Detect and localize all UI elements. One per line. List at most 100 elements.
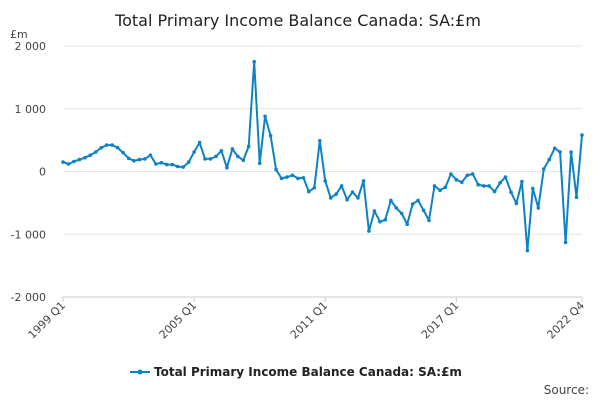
data-point[interactable] bbox=[285, 175, 289, 179]
data-point[interactable] bbox=[192, 150, 196, 154]
data-point[interactable] bbox=[416, 198, 420, 203]
data-point[interactable] bbox=[432, 184, 437, 188]
data-point[interactable] bbox=[449, 172, 453, 176]
data-point[interactable] bbox=[339, 184, 344, 188]
data-point[interactable] bbox=[503, 175, 508, 179]
data-point[interactable] bbox=[99, 145, 103, 150]
data-point[interactable] bbox=[230, 147, 235, 151]
data-point[interactable] bbox=[378, 219, 382, 224]
data-point[interactable] bbox=[159, 160, 164, 165]
data-point[interactable] bbox=[470, 172, 475, 176]
data-point[interactable] bbox=[481, 184, 486, 188]
data-point[interactable] bbox=[241, 158, 246, 162]
data-point[interactable] bbox=[563, 240, 568, 245]
chart-title: Total Primary Income Balance Canada: SA:… bbox=[114, 11, 481, 30]
data-point[interactable] bbox=[580, 133, 584, 137]
data-point[interactable] bbox=[383, 218, 388, 222]
data-point[interactable] bbox=[181, 165, 185, 169]
data-point[interactable] bbox=[236, 154, 240, 159]
data-point[interactable] bbox=[203, 157, 207, 161]
data-point[interactable] bbox=[328, 196, 333, 200]
data-point[interactable] bbox=[219, 149, 224, 153]
data-point[interactable] bbox=[197, 140, 202, 145]
data-point[interactable] bbox=[88, 153, 93, 157]
data-point[interactable] bbox=[301, 176, 306, 180]
data-point[interactable] bbox=[296, 176, 300, 181]
legend[interactable]: Total Primary Income Balance Canada: SA:… bbox=[130, 365, 462, 379]
x-tick-label: 2017 Q1 bbox=[419, 299, 462, 342]
data-point[interactable] bbox=[186, 160, 191, 164]
data-point[interactable] bbox=[542, 167, 546, 171]
data-point[interactable] bbox=[356, 196, 360, 200]
data-point[interactable] bbox=[334, 192, 339, 196]
data-point[interactable] bbox=[476, 182, 481, 187]
data-point[interactable] bbox=[154, 162, 158, 166]
data-point[interactable] bbox=[514, 201, 519, 206]
data-point[interactable] bbox=[252, 59, 256, 64]
data-point[interactable] bbox=[525, 248, 530, 253]
data-point[interactable] bbox=[405, 222, 410, 226]
data-point[interactable] bbox=[175, 164, 180, 169]
source-label: Source: bbox=[544, 383, 589, 397]
data-point[interactable] bbox=[394, 206, 399, 210]
data-point[interactable] bbox=[170, 162, 175, 167]
data-point[interactable] bbox=[465, 173, 470, 178]
data-point[interactable] bbox=[410, 202, 415, 206]
data-point[interactable] bbox=[367, 229, 371, 233]
data-point[interactable] bbox=[531, 186, 535, 191]
data-point[interactable] bbox=[94, 150, 98, 154]
data-point[interactable] bbox=[148, 153, 153, 157]
data-point[interactable] bbox=[110, 143, 114, 147]
data-point[interactable] bbox=[569, 150, 573, 154]
data-point[interactable] bbox=[454, 177, 459, 182]
data-point[interactable] bbox=[372, 209, 377, 213]
data-point[interactable] bbox=[290, 173, 295, 178]
data-point[interactable] bbox=[121, 150, 125, 155]
data-point[interactable] bbox=[558, 150, 562, 154]
data-point[interactable] bbox=[498, 181, 502, 185]
data-point[interactable] bbox=[214, 154, 218, 159]
data-point[interactable] bbox=[487, 184, 491, 188]
data-point[interactable] bbox=[438, 188, 442, 193]
data-point[interactable] bbox=[443, 185, 448, 189]
data-point[interactable] bbox=[115, 145, 120, 150]
data-point[interactable] bbox=[225, 165, 229, 170]
data-point[interactable] bbox=[460, 180, 464, 184]
data-point[interactable] bbox=[246, 144, 251, 149]
data-point[interactable] bbox=[263, 114, 267, 119]
data-point[interactable] bbox=[350, 190, 355, 194]
data-point[interactable] bbox=[274, 167, 278, 172]
data-point[interactable] bbox=[61, 160, 65, 164]
data-point[interactable] bbox=[520, 179, 524, 184]
data-point[interactable] bbox=[72, 159, 76, 164]
data-point[interactable] bbox=[427, 218, 431, 223]
data-point[interactable] bbox=[389, 198, 393, 203]
data-point[interactable] bbox=[126, 156, 131, 161]
data-point[interactable] bbox=[208, 157, 213, 161]
data-point[interactable] bbox=[323, 179, 328, 183]
data-point[interactable] bbox=[104, 143, 109, 147]
data-point[interactable] bbox=[492, 189, 497, 194]
data-point[interactable] bbox=[307, 189, 311, 194]
data-point[interactable] bbox=[361, 179, 366, 183]
data-point[interactable] bbox=[143, 157, 147, 161]
data-point[interactable] bbox=[279, 176, 284, 181]
data-point[interactable] bbox=[137, 157, 142, 162]
data-point[interactable] bbox=[77, 157, 82, 162]
data-point[interactable] bbox=[83, 155, 87, 160]
data-point[interactable] bbox=[421, 208, 426, 213]
data-point[interactable] bbox=[268, 133, 273, 138]
data-point[interactable] bbox=[165, 162, 169, 167]
data-point[interactable] bbox=[547, 157, 551, 162]
data-point[interactable] bbox=[312, 186, 317, 190]
data-point[interactable] bbox=[574, 195, 579, 199]
data-point[interactable] bbox=[399, 211, 404, 216]
data-point[interactable] bbox=[536, 206, 541, 210]
data-point[interactable] bbox=[66, 162, 71, 166]
data-point[interactable] bbox=[318, 139, 322, 143]
data-point[interactable] bbox=[257, 161, 262, 166]
data-point[interactable] bbox=[509, 190, 513, 194]
data-point[interactable] bbox=[552, 146, 557, 151]
data-point[interactable] bbox=[345, 197, 349, 202]
data-point[interactable] bbox=[132, 159, 136, 163]
